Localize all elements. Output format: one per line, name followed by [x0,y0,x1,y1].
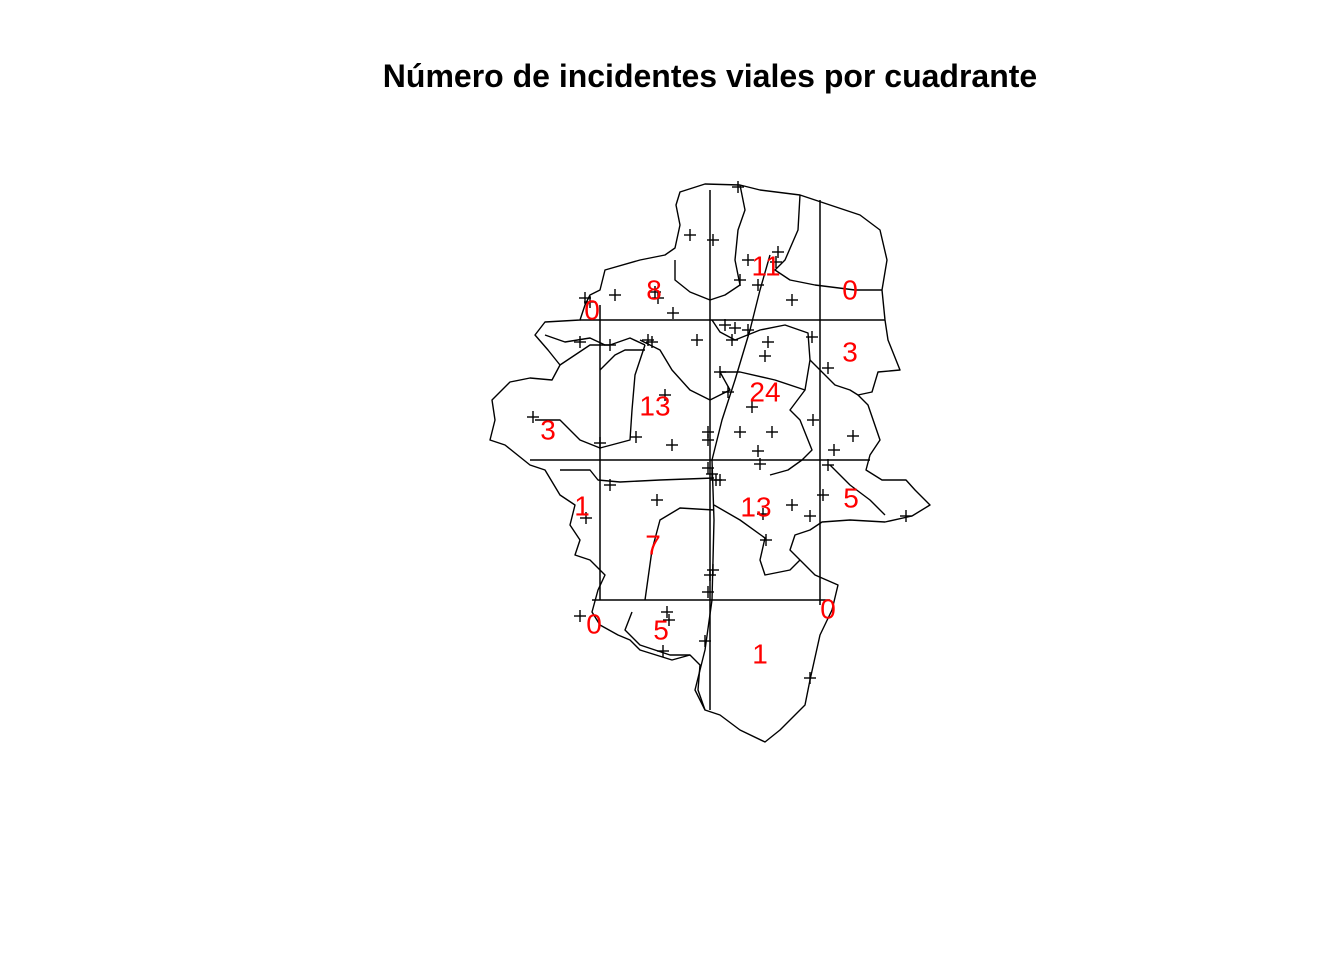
incident-marker [734,426,746,438]
quadrant-count-label: 0 [586,609,602,640]
quadrant-count-label: 5 [843,483,859,514]
incident-marker [806,331,818,343]
quadrant-count-label: 3 [540,415,556,446]
quadrant-count-label: 0 [820,594,836,625]
incident-marker [651,494,663,506]
incident-marker [574,336,586,348]
quadrant-count-label: 8 [646,275,662,306]
incident-marker [684,229,696,241]
district-boundary-11 [644,507,715,601]
incident-marker [742,324,754,336]
quadrant-count-label: 13 [639,391,670,422]
incident-marker [661,606,673,618]
quadrant-grid [530,190,885,710]
incident-marker [667,307,679,319]
incident-marker [757,508,769,520]
incident-marker [754,458,766,470]
incident-marker [719,319,731,331]
incident-marker [630,431,642,443]
incident-marker [691,334,703,346]
incident-marker [646,336,658,348]
district-boundary-2 [774,194,882,291]
incident-marker [604,339,616,351]
incident-marker [714,474,726,486]
incident-marker [702,434,714,446]
incident-marker [828,444,840,456]
incident-marker [704,569,716,581]
incident-marker [752,445,764,457]
incident-marker [609,289,621,301]
incident-markers [527,181,912,684]
district-boundary-15 [544,334,606,346]
incident-marker [652,292,664,304]
incident-marker [822,362,834,374]
incident-marker [742,254,754,266]
quadrant-count-label: 1 [574,491,590,522]
incident-marker [847,430,859,442]
incident-marker [579,292,591,304]
incident-marker [702,586,714,598]
incident-marker [527,411,539,423]
district-boundary-7 [535,344,646,449]
district-boundary-14 [624,611,690,656]
quadrant-count-label: 1 [752,639,768,670]
quadrant-count-label: 0 [584,295,600,326]
incident-marker [574,610,586,622]
incident-marker [726,334,738,346]
district-boundary-10 [560,469,715,483]
incident-marker [604,479,616,491]
incident-marker [649,286,661,298]
incident-marker [752,279,764,291]
incident-marker [760,534,772,546]
incident-marker [822,459,834,471]
incident-marker [722,386,734,398]
incident-marker [804,510,816,522]
incident-marker [580,512,592,524]
incident-marker [900,510,912,522]
incident-marker [807,414,819,426]
incident-marker [759,350,771,362]
district-boundary-5 [809,359,859,396]
district-boundary-13 [829,464,886,516]
quadrant-count-label: 13 [740,492,771,523]
quadrant-count-label: 24 [749,377,780,408]
district-boundary-1 [674,184,746,301]
incident-marker [762,336,774,348]
incident-marker [707,564,719,576]
quadrant-count-label: 7 [645,530,661,561]
quadrant-count-label: 5 [653,615,669,646]
district-boundary-9 [599,349,645,371]
district-boundary-8 [559,337,646,366]
incident-marker [663,614,675,626]
incident-marker [657,645,669,657]
incident-marker [734,274,746,286]
quadrant-count-label: 3 [842,337,858,368]
district-boundary-4 [711,319,813,476]
incident-marker [729,322,741,334]
incident-marker [804,672,816,684]
incident-marker [714,366,726,378]
incident-marker [772,246,784,258]
district-boundary-12 [713,504,801,576]
quadrant-count-label: 0 [842,275,858,306]
incident-marker [732,181,744,193]
incident-marker [707,234,719,246]
incident-marker [746,401,758,413]
incident-marker [594,437,606,449]
quadrant-count-label: 11 [751,251,780,282]
incident-marker [766,426,778,438]
incident-marker [786,294,798,306]
incident-marker [817,489,829,501]
map-title: Número de incidentes viales por cuadrant… [382,58,1038,94]
incident-marker [786,499,798,511]
district-boundary-6 [639,339,806,401]
incident-marker [666,439,678,451]
incident-marker [699,635,711,647]
incident-marker [770,256,782,268]
incident-marker [659,389,671,401]
